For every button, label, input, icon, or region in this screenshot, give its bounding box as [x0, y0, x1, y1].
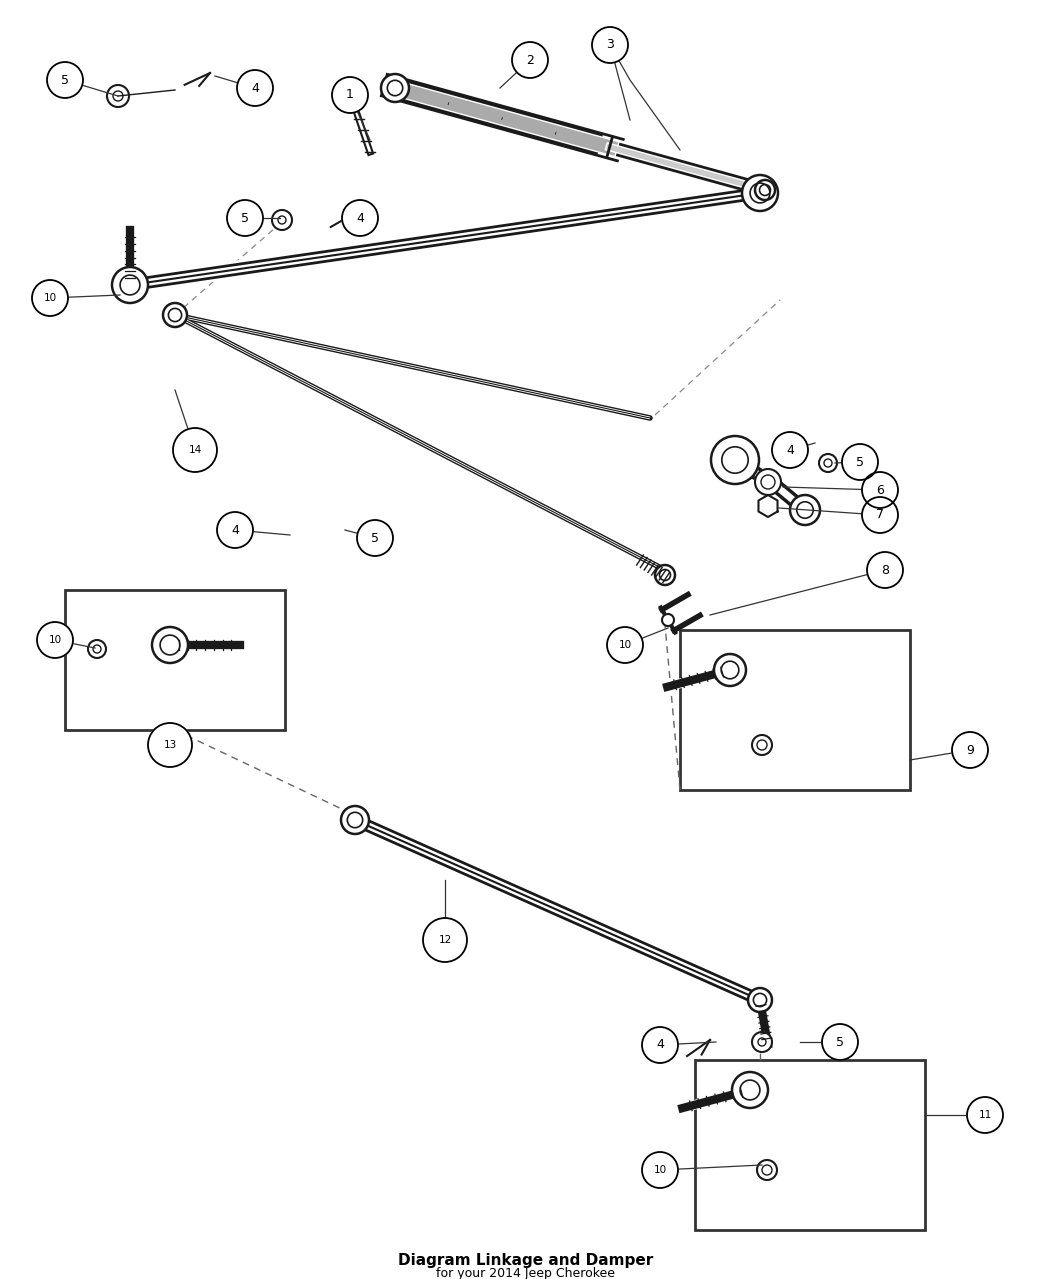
Circle shape [237, 70, 274, 106]
Text: 10: 10 [619, 640, 631, 650]
Circle shape [757, 1160, 777, 1181]
Bar [680, 631, 910, 790]
Text: 1: 1 [346, 88, 353, 101]
Text: 10: 10 [43, 293, 57, 303]
Text: 4: 4 [356, 211, 364, 225]
Text: 14: 14 [188, 445, 202, 455]
Circle shape [357, 521, 393, 556]
Text: 3: 3 [606, 38, 614, 51]
Circle shape [952, 732, 988, 767]
Text: 4: 4 [231, 523, 239, 536]
Text: Diagram Linkage and Damper: Diagram Linkage and Damper [399, 1253, 653, 1269]
Circle shape [47, 61, 83, 98]
Text: 8: 8 [881, 564, 889, 577]
Circle shape [272, 210, 292, 230]
Text: 4: 4 [786, 444, 794, 457]
Circle shape [967, 1097, 1003, 1133]
Text: 12: 12 [439, 935, 451, 945]
Circle shape [752, 735, 772, 755]
Circle shape [163, 303, 187, 327]
Bar [65, 590, 285, 730]
Polygon shape [758, 495, 777, 517]
Circle shape [32, 280, 68, 316]
Circle shape [820, 454, 837, 472]
Circle shape [755, 469, 781, 495]
Circle shape [227, 200, 263, 237]
Text: 11: 11 [978, 1110, 992, 1120]
Circle shape [755, 180, 775, 200]
Circle shape [512, 42, 548, 78]
Bar [695, 1060, 925, 1230]
Circle shape [341, 806, 369, 834]
Circle shape [381, 74, 409, 102]
Circle shape [642, 1152, 677, 1188]
Circle shape [37, 622, 73, 657]
Text: 5: 5 [371, 532, 379, 545]
Circle shape [711, 436, 758, 483]
Circle shape [592, 27, 628, 63]
Text: 6: 6 [876, 483, 884, 496]
Circle shape [748, 987, 772, 1012]
Text: 10: 10 [653, 1165, 667, 1175]
Circle shape [655, 565, 675, 585]
Circle shape [423, 918, 467, 962]
Circle shape [662, 614, 674, 625]
Text: for your 2014 Jeep Cherokee: for your 2014 Jeep Cherokee [437, 1267, 615, 1279]
Text: 5: 5 [856, 455, 864, 468]
Circle shape [107, 84, 129, 107]
Circle shape [217, 512, 252, 547]
Text: 9: 9 [966, 743, 974, 756]
Text: 4: 4 [656, 1039, 664, 1051]
Text: 2: 2 [526, 54, 534, 67]
Circle shape [714, 654, 746, 686]
Text: 10: 10 [48, 634, 62, 645]
Text: 5: 5 [836, 1036, 844, 1049]
Circle shape [112, 267, 148, 303]
Text: 13: 13 [163, 741, 177, 749]
Text: 5: 5 [241, 211, 249, 225]
Circle shape [867, 553, 903, 588]
Text: 4: 4 [251, 82, 259, 95]
Circle shape [607, 627, 643, 663]
Circle shape [148, 723, 193, 767]
Circle shape [842, 444, 878, 480]
Circle shape [742, 175, 778, 211]
Circle shape [173, 428, 217, 472]
Circle shape [332, 77, 368, 113]
Circle shape [862, 498, 898, 533]
Circle shape [772, 432, 808, 468]
Circle shape [790, 495, 820, 524]
Text: 7: 7 [876, 509, 884, 522]
Circle shape [732, 1072, 768, 1108]
Circle shape [642, 1027, 677, 1063]
Text: 5: 5 [61, 73, 69, 87]
Circle shape [88, 640, 106, 657]
Circle shape [822, 1024, 858, 1060]
Circle shape [862, 472, 898, 508]
Circle shape [151, 627, 188, 663]
Circle shape [342, 200, 378, 237]
Circle shape [752, 1032, 772, 1053]
